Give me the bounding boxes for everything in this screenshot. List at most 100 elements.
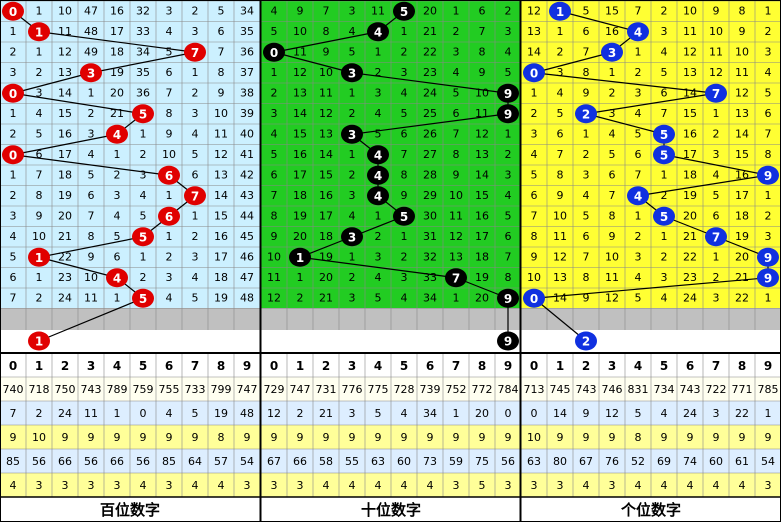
stat-cell: 743 [680,383,701,396]
cell: 1 [557,25,564,38]
cell: 10 [162,148,176,161]
stat-cell: 63 [527,455,541,468]
cell: 9 [739,25,746,38]
stat-cell: 9 [88,431,95,444]
digit-header: 1 [296,359,304,373]
cell: 6 [583,230,590,243]
cell: 2 [140,148,147,161]
panel-label: 个位数字 [620,501,681,519]
cell: 2 [661,250,668,263]
cell: 1 [349,86,356,99]
cell: 5 [635,291,642,304]
cell: 3 [349,291,356,304]
cell: 32 [423,250,437,263]
stat-cell: 60 [709,455,723,468]
cell: 9 [583,291,590,304]
stat-cell: 9 [401,431,408,444]
cell: 9 [713,4,720,17]
cell: 5 [583,4,590,17]
ball [2,1,24,21]
cell: 6 [557,127,564,140]
cell: 7 [218,45,225,58]
cell: 3 [349,189,356,202]
cell: 2 [349,168,356,181]
ball-label: 7 [452,271,460,285]
cell: 1 [36,4,43,17]
stat-cell: 3 [531,479,538,492]
trend-line [351,72,509,94]
cell: 9 [609,230,616,243]
cell: 6 [713,209,720,222]
cell: 7 [323,4,330,17]
cell: 18 [683,168,697,181]
ball-label: 7 [191,46,199,60]
cell: 14 [527,45,541,58]
cell: 3 [349,4,356,17]
cell: 8 [531,230,538,243]
cell: 12 [58,45,72,58]
stat-cell: 718 [29,383,50,396]
stat-cell: 4 [323,479,330,492]
cell: 16 [293,148,307,161]
stat-cell: 4 [401,479,408,492]
cell: 2 [583,148,590,161]
cell: 2 [192,4,199,17]
cell: 3 [713,291,720,304]
cell: 10 [527,271,541,284]
cell: 5 [583,209,590,222]
cell: 10 [293,25,307,38]
stat-cell: 9 [271,431,278,444]
ball-label: 5 [139,230,147,244]
cell: 1 [192,209,199,222]
ball-label: 9 [504,107,512,121]
cell: 1 [609,66,616,79]
ball [497,83,519,103]
cell: 1 [271,66,278,79]
stat-cell: 733 [185,383,206,396]
stat-cell: 728 [394,383,415,396]
ball [263,42,285,62]
cell: 8 [323,25,330,38]
trend-line [38,31,196,53]
cell: 2 [192,230,199,243]
cell: 4 [375,107,382,120]
digit-header: 3 [87,359,95,373]
ball-label: 5 [660,128,668,142]
ball-label: 4 [113,128,121,142]
stat-cell: 67 [267,455,281,468]
ball-label: 1 [35,251,43,265]
stat-cell: 9 [297,431,304,444]
cell: 2 [349,107,356,120]
digit-header: 9 [764,359,772,373]
cell: 16 [605,25,619,38]
stat-cell: 69 [657,455,671,468]
cell: 3 [557,66,564,79]
digit-header: 4 [634,359,642,373]
stat-cell: 2 [297,407,304,420]
ball [757,165,779,185]
cell: 19 [475,271,489,284]
digit-header: 6 [426,359,434,373]
cell: 5 [375,127,382,140]
ball [184,42,206,62]
digit-header: 7 [452,359,460,373]
cell: 2 [713,127,720,140]
cell: 11 [214,127,228,140]
cell: 2 [401,250,408,263]
cell: 9 [453,168,460,181]
stat-cell: 3 [271,479,278,492]
cell: 26 [423,127,437,140]
stat-cell: 9 [661,431,668,444]
cell: 7 [765,127,772,140]
ball [367,186,389,206]
cell: 1 [88,86,95,99]
stat-cell: 8 [635,431,642,444]
cell: 19 [214,291,228,304]
stat-cell: 3 [765,479,772,492]
cell: 22 [423,45,437,58]
cell: 5 [271,148,278,161]
stat-cell: 743 [81,383,102,396]
stat-cell: 11 [84,407,98,420]
ball [757,268,779,288]
cell: 1 [297,271,304,284]
